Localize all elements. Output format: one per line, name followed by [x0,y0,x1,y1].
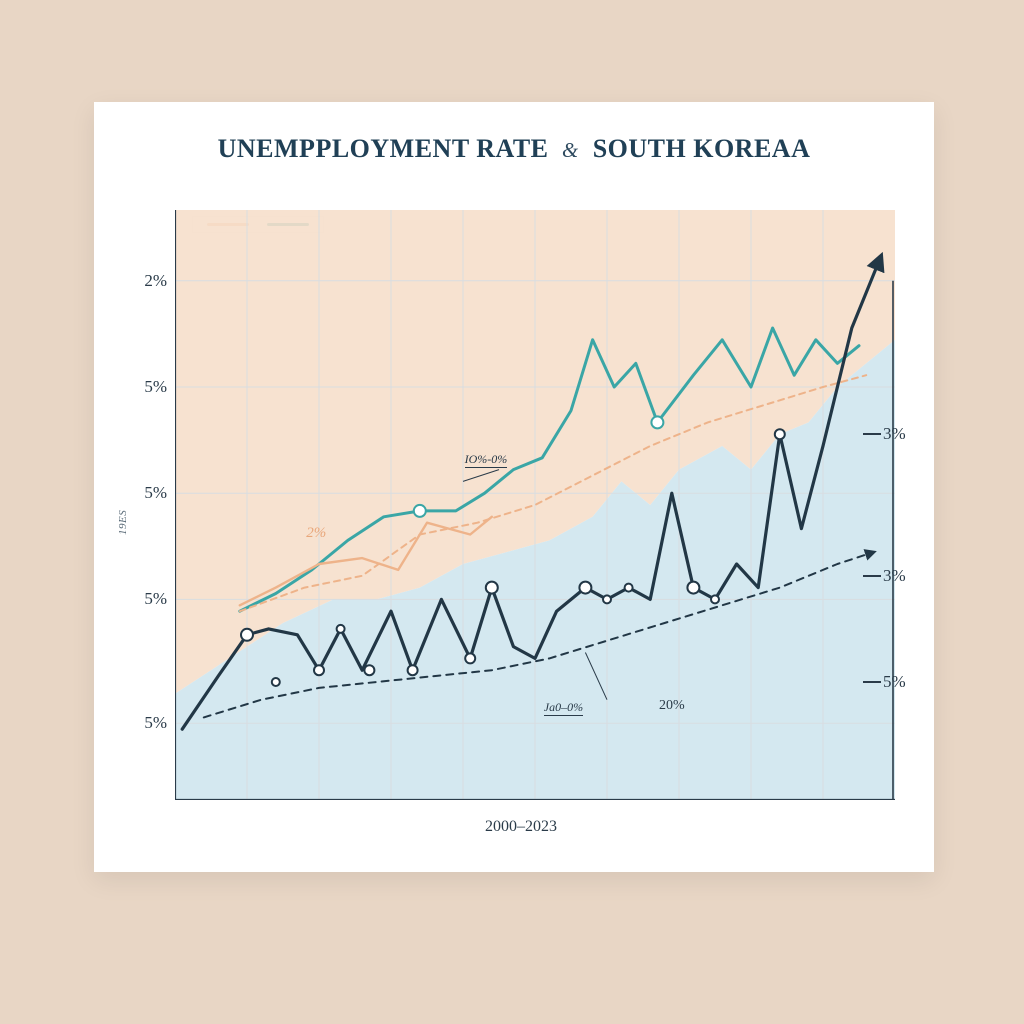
inline-annot-0: IO%-0% [465,452,508,468]
y-tick-1: 5% [131,589,167,609]
title-main: UNEMPPLOYMENT RATE [218,134,549,163]
y-axis-label: 19ES [117,509,129,534]
right-annot-dash-0 [863,433,881,435]
y-tick-0: 5% [131,713,167,733]
chart-plot [175,210,895,800]
right-annot-dash-2 [863,681,881,683]
right-annot-1: 3% [883,566,906,586]
right-annot-dash-1 [863,575,881,577]
chart-title: UNEMPPLOYMENT RATE & SOUTH KOREAA [94,134,934,164]
right-annot-2: 5% [883,672,906,692]
inline-annot-3: 20% [659,698,685,714]
inline-annot-2: Ja0–0% [544,700,583,716]
title-sub: SOUTH KOREAA [593,134,811,163]
title-ampersand: & [556,139,585,162]
y-tick-3: 5% [131,377,167,397]
y-tick-2: 5% [131,483,167,503]
x-axis-label: 2000–2023 [485,818,557,836]
right-annot-0: 3% [883,424,906,444]
inline-annot-1: 2% [306,525,326,542]
chart-card: UNEMPPLOYMENT RATE & SOUTH KOREAA 19ES 2… [94,102,934,872]
y-tick-4: 2% [131,271,167,291]
